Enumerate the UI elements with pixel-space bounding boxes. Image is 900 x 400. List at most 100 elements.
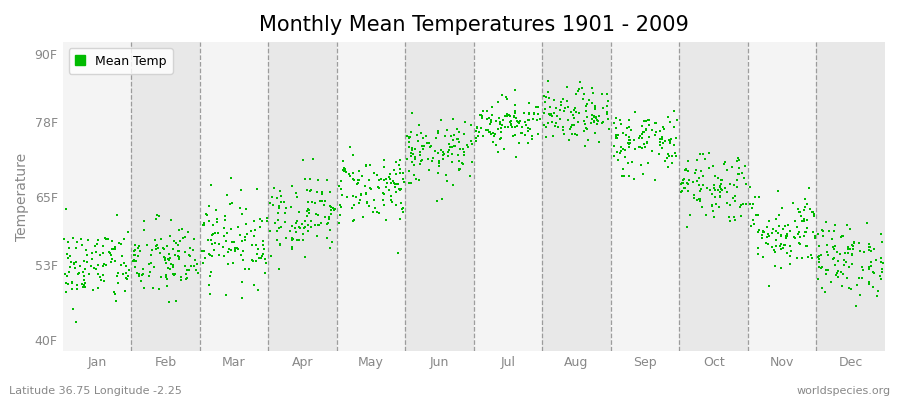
Point bbox=[464, 159, 479, 165]
Point bbox=[622, 172, 636, 179]
Point bbox=[508, 108, 522, 114]
Point bbox=[508, 115, 523, 122]
Point bbox=[550, 112, 564, 119]
Point bbox=[384, 193, 399, 200]
Point bbox=[801, 254, 815, 260]
Point bbox=[682, 176, 697, 183]
Point bbox=[831, 268, 845, 275]
Point bbox=[239, 205, 254, 212]
Point bbox=[695, 204, 709, 210]
Point bbox=[452, 167, 466, 173]
Point bbox=[392, 181, 406, 187]
Point bbox=[308, 222, 322, 228]
Point bbox=[194, 248, 209, 254]
Point bbox=[66, 306, 80, 312]
Point bbox=[292, 237, 306, 244]
Point bbox=[59, 280, 74, 286]
Point bbox=[778, 242, 792, 248]
Point bbox=[380, 180, 394, 186]
Point bbox=[324, 211, 338, 217]
Point bbox=[443, 143, 457, 150]
Point bbox=[230, 245, 245, 251]
Point bbox=[498, 113, 512, 120]
Point bbox=[346, 169, 361, 176]
Point bbox=[514, 130, 528, 137]
Point bbox=[774, 233, 788, 239]
Point bbox=[116, 236, 130, 242]
Bar bbox=[543, 42, 611, 351]
Point bbox=[217, 224, 231, 231]
Point bbox=[457, 131, 472, 137]
Bar bbox=[405, 42, 473, 351]
Point bbox=[488, 130, 502, 137]
Point bbox=[622, 134, 636, 140]
Point bbox=[199, 211, 213, 217]
Point bbox=[483, 129, 498, 135]
Point bbox=[851, 240, 866, 246]
Point bbox=[546, 110, 561, 116]
Point bbox=[617, 173, 632, 179]
Point bbox=[572, 79, 587, 85]
Point bbox=[548, 123, 562, 130]
Point bbox=[648, 120, 662, 126]
Point bbox=[585, 85, 599, 91]
Point bbox=[373, 210, 387, 216]
Point bbox=[450, 126, 464, 132]
Point bbox=[456, 161, 471, 167]
Point bbox=[128, 258, 142, 264]
Point bbox=[308, 200, 322, 206]
Point bbox=[699, 185, 714, 192]
Point bbox=[94, 277, 108, 283]
Point bbox=[588, 106, 602, 112]
Point bbox=[206, 231, 220, 237]
Point bbox=[788, 218, 802, 225]
Point bbox=[874, 258, 888, 265]
Point bbox=[862, 279, 877, 286]
Point bbox=[746, 201, 760, 208]
Point bbox=[862, 280, 877, 287]
Point bbox=[205, 222, 220, 228]
Point bbox=[292, 223, 307, 230]
Point bbox=[137, 218, 151, 224]
Point bbox=[820, 242, 834, 248]
Point bbox=[867, 270, 881, 276]
Point bbox=[65, 279, 79, 285]
Point bbox=[265, 194, 279, 200]
Point bbox=[825, 244, 840, 250]
Point bbox=[110, 212, 124, 218]
Point bbox=[769, 242, 783, 249]
Point bbox=[346, 205, 360, 212]
Point bbox=[544, 113, 559, 119]
Point bbox=[179, 274, 194, 281]
Point bbox=[844, 251, 859, 257]
Point bbox=[63, 264, 77, 271]
Point bbox=[59, 251, 74, 257]
Point bbox=[385, 178, 400, 184]
Point bbox=[60, 238, 75, 245]
Point bbox=[539, 124, 554, 130]
Point bbox=[453, 166, 467, 172]
Point bbox=[410, 132, 424, 138]
Point bbox=[350, 181, 365, 187]
Point bbox=[220, 230, 234, 236]
Point bbox=[663, 140, 678, 146]
Point bbox=[58, 271, 73, 277]
Point bbox=[875, 239, 889, 245]
Point bbox=[812, 256, 826, 262]
Point bbox=[558, 105, 572, 111]
Point bbox=[592, 138, 607, 145]
Point bbox=[388, 184, 402, 190]
Point bbox=[178, 276, 193, 282]
Point bbox=[507, 113, 521, 120]
Point bbox=[66, 235, 80, 242]
Point bbox=[692, 175, 706, 182]
Point bbox=[352, 200, 366, 206]
Point bbox=[680, 188, 695, 194]
Point bbox=[410, 138, 425, 144]
Point bbox=[592, 113, 607, 120]
Point bbox=[251, 286, 266, 293]
Point bbox=[712, 204, 726, 210]
Point bbox=[736, 201, 751, 208]
Point bbox=[315, 189, 329, 195]
Point bbox=[346, 216, 361, 223]
